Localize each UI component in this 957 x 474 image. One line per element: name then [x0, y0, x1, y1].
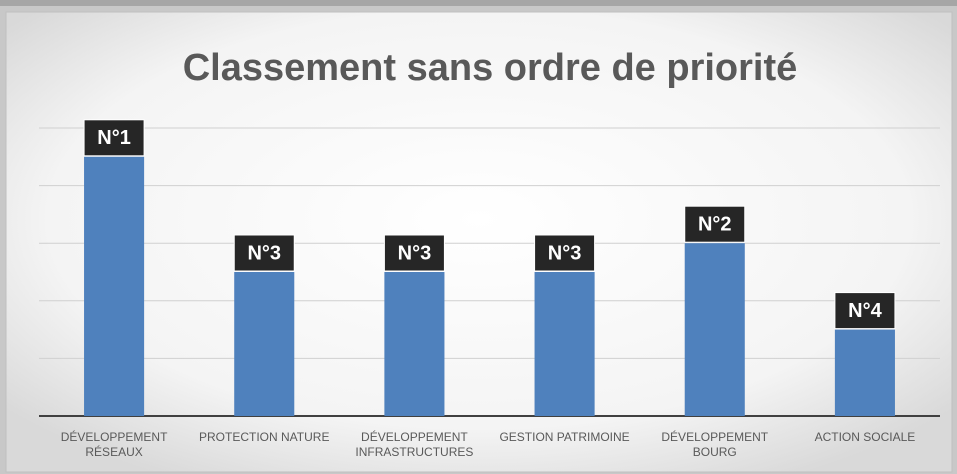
- top-strip: [0, 0, 957, 6]
- x-tick-label: DÉVELOPPEMENT INFRASTRUCTURES: [355, 430, 474, 459]
- x-tick-label: ACTION SOCIALE: [814, 430, 916, 444]
- bar: [534, 272, 595, 416]
- x-tick-label: PROTECTION NATURE: [199, 430, 330, 444]
- annotation-box: [83, 119, 145, 157]
- x-tick-label: GESTION PATRIMOINE: [499, 430, 630, 444]
- annotation: N°4: [848, 300, 882, 322]
- plot-background: [5, 11, 953, 473]
- annotation-box: [233, 234, 295, 272]
- annotation: N°2: [698, 213, 732, 235]
- bar: [234, 272, 295, 416]
- annotation-box: [684, 205, 746, 243]
- x-tick-label: DÉVELOPPEMENT BOURG: [661, 430, 769, 459]
- bar: [834, 329, 895, 416]
- annotation-box: [534, 234, 596, 272]
- annotation-box: [383, 234, 445, 272]
- bar: [684, 243, 745, 416]
- bar: [84, 156, 145, 417]
- bar: [384, 272, 445, 416]
- annotation: N°1: [97, 127, 131, 149]
- x-tick-label: DÉVELOPPEMENT RÉSEAUX: [60, 430, 168, 459]
- annotation: N°3: [398, 242, 432, 264]
- chart-title: Classement sans ordre de priorité: [183, 47, 798, 89]
- annotation: N°3: [548, 242, 582, 264]
- annotation: N°3: [247, 242, 281, 264]
- annotation-box: [834, 292, 896, 330]
